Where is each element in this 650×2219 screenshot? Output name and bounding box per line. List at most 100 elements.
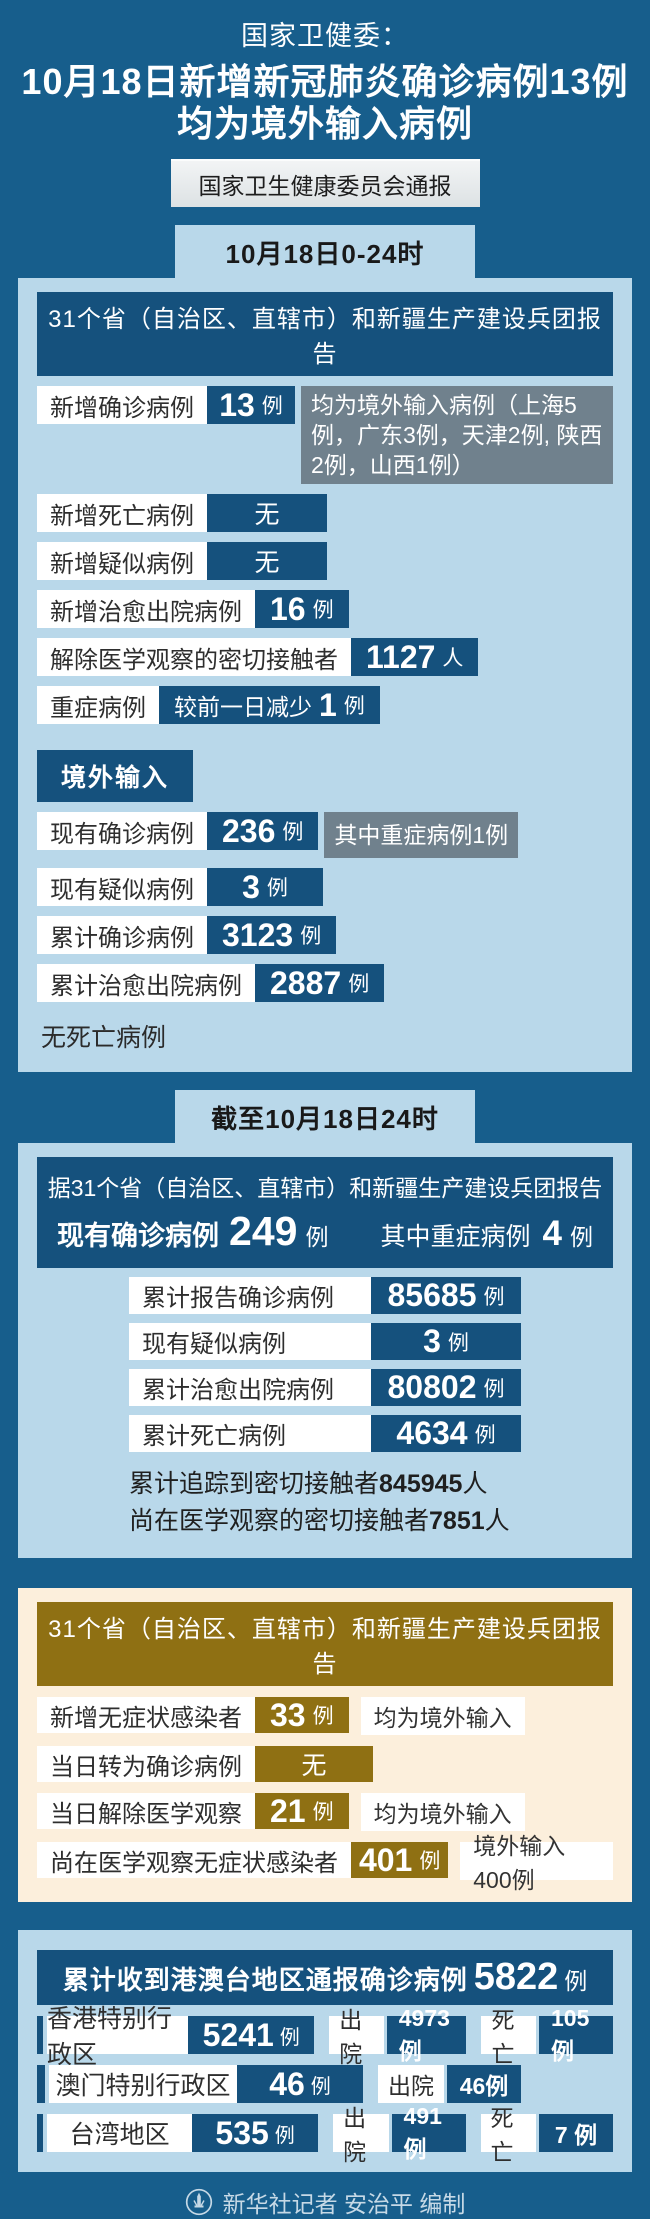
stat-note: 均为境外输入 xyxy=(360,1697,525,1735)
report-scope-bar-gold: 31个省（自治区、直辖市）和新疆生产建设兵团报告 xyxy=(37,1602,613,1686)
stat-value: 80802 例 xyxy=(371,1369,521,1406)
region-row-macao: 澳门特别行政区 46 例 出院 46例 xyxy=(37,2065,613,2103)
note-line: 累计追踪到密切接触者845945人 xyxy=(129,1470,488,1498)
stat-number: 13 xyxy=(219,386,255,423)
region-unit: 例 xyxy=(274,2124,295,2147)
stat-value: 无 xyxy=(207,494,327,532)
severe-cases-label: 其中重症病例 xyxy=(380,1223,531,1251)
stat-number: 80802 xyxy=(387,1369,477,1405)
stat-value: 401 例 xyxy=(351,1842,449,1878)
stat-unit: 例 xyxy=(483,1377,505,1401)
stat-row-new-asymptomatic: 新增无症状感染者 33 例 均为境外输入 xyxy=(37,1697,613,1735)
region-row-taiwan: 台湾地区 535 例 出院 491例 死亡 7 例 xyxy=(37,2103,613,2165)
stat-unit: 例 xyxy=(261,395,283,418)
region-unit: 例 xyxy=(279,2026,300,2049)
hmt-header-number: 5822 xyxy=(473,1956,559,1998)
stat-row-imported-suspected: 现有疑似病例 3 例 xyxy=(37,868,613,906)
region-label: 香港特别行政区 xyxy=(47,2005,189,2069)
stat-number: 21 xyxy=(270,1792,306,1829)
stat-number: 236 xyxy=(222,812,276,849)
active-cases-unit: 例 xyxy=(305,1224,329,1250)
discharged-value: 46例 xyxy=(447,2065,521,2103)
panel-cumulative-report: 据31个省（自治区、直辖市）和新疆生产建设兵团报告 现有确诊病例 249 例 其… xyxy=(18,1143,632,1558)
region-label: 澳门特别行政区 xyxy=(49,2065,237,2103)
stat-unit: 例 xyxy=(312,599,334,622)
stat-note: 其中重症病例1例 xyxy=(324,812,519,858)
stat-number: 无 xyxy=(254,501,280,529)
page-title: 10月18日新增新冠肺炎确诊病例13例 均为境外输入病例 xyxy=(0,61,650,145)
stat-row-total-recovered: 累计治愈出院病例 80802 例 xyxy=(37,1369,613,1406)
stat-row-new-deaths: 新增死亡病例 无 xyxy=(37,494,613,532)
discharged-label: 出院 xyxy=(333,2105,389,2165)
stat-label: 累计死亡病例 xyxy=(129,1415,371,1452)
stat-label: 累计报告确诊病例 xyxy=(129,1277,371,1314)
credit-text: 新华社记者 安治平 编制 xyxy=(222,2191,466,2217)
stat-value: 3123 例 xyxy=(207,916,337,954)
discharged-label: 出院 xyxy=(329,2007,384,2067)
deaths-label: 死亡 xyxy=(481,2007,536,2067)
contact-tracing-notes: 累计追踪到密切接触者845945人 尚在医学观察的密切接触者7851人 xyxy=(129,1466,613,1540)
stat-value: 21 例 xyxy=(255,1793,349,1829)
stat-value: 无 xyxy=(207,542,327,580)
panel-hk-macao-taiwan: 累计收到港澳台地区通报确诊病例 5822 例 香港特别行政区 5241 例 出院… xyxy=(18,1930,632,2172)
stat-unit: 例 xyxy=(447,1331,469,1355)
stat-label: 解除医学观察的密切接触者 xyxy=(37,638,351,676)
stat-value: 较前一日减少 1 例 xyxy=(159,686,380,724)
stat-label: 累计确诊病例 xyxy=(37,916,207,954)
stat-value: 85685 例 xyxy=(371,1277,521,1314)
header: 国家卫健委： 10月18日新增新冠肺炎确诊病例13例 均为境外输入病例 国家卫生… xyxy=(0,0,650,207)
stat-number: 1127 xyxy=(366,638,436,675)
panel-daily-report: 31个省（自治区、直辖市）和新疆生产建设兵团报告 新增确诊病例 13 例 均为境… xyxy=(18,278,632,1072)
stat-value: 无 xyxy=(255,1746,373,1782)
tab-cumulative-report: 截至10月18日24时 xyxy=(175,1090,475,1143)
stat-row-new-recovered: 新增治愈出院病例 16 例 xyxy=(37,590,613,628)
stat-value: 236 例 xyxy=(207,812,319,850)
xinhua-logo-icon xyxy=(185,2188,213,2216)
stat-number: 33 xyxy=(270,1696,306,1733)
stat-row-new-confirmed: 新增确诊病例 13 例 均为境外输入病例（上海5例，广东3例，天津2例, 陕西2… xyxy=(37,386,613,484)
deaths-label: 死亡 xyxy=(480,2105,536,2165)
no-deaths-footnote: 无死亡病例 xyxy=(41,1024,167,1052)
stat-note: 均为境外输入 xyxy=(360,1793,525,1831)
row-accent xyxy=(37,2114,44,2152)
stat-label: 新增疑似病例 xyxy=(37,542,207,580)
stat-number: 3 xyxy=(242,868,260,905)
discharged-value: 4973例 xyxy=(386,2005,467,2064)
region-value: 535 例 xyxy=(192,2114,319,2152)
row-accent xyxy=(37,2016,44,2054)
stat-unit: 例 xyxy=(474,1423,496,1447)
active-cases-number: 249 xyxy=(229,1208,298,1254)
deaths-value: 105例 xyxy=(539,2005,613,2064)
stat-note: 境外输入400例 xyxy=(460,1833,613,1893)
stat-value: 16 例 xyxy=(255,590,349,628)
stat-row-under-observation: 尚在医学观察无症状感染者 401 例 境外输入400例 xyxy=(37,1833,613,1893)
stat-value: 4634 例 xyxy=(371,1415,521,1452)
stat-label: 重症病例 xyxy=(37,686,159,724)
stat-number: 85685 xyxy=(387,1277,477,1313)
stat-label: 累计治愈出院病例 xyxy=(129,1369,371,1406)
stat-number: 16 xyxy=(270,590,306,627)
stat-number: 1 xyxy=(319,686,337,723)
stat-label: 新增确诊病例 xyxy=(37,386,207,424)
stat-label: 现有确诊病例 xyxy=(37,812,207,850)
stat-number: 3 xyxy=(423,1323,441,1359)
discharged-label: 出院 xyxy=(378,2065,444,2103)
hmt-header-text: 累计收到港澳台地区通报确诊病例 xyxy=(62,1965,468,1995)
stat-label: 当日转为确诊病例 xyxy=(37,1746,255,1782)
stat-value: 13 例 xyxy=(207,386,295,424)
stat-note: 均为境外输入病例（上海5例，广东3例，天津2例, 陕西2例，山西1例） xyxy=(301,386,613,484)
header-kicker: 国家卫健委： xyxy=(241,21,409,51)
stat-label: 新增死亡病例 xyxy=(37,494,207,532)
region-number: 535 xyxy=(215,2114,269,2151)
stat-row-converted-confirmed: 当日转为确诊病例 无 xyxy=(37,1746,613,1782)
hmt-header-bar: 累计收到港澳台地区通报确诊病例 5822 例 xyxy=(37,1950,613,2005)
region-unit: 例 xyxy=(310,2075,331,2098)
active-cases-label: 现有确诊病例 xyxy=(57,1221,220,1251)
stat-row-new-suspected: 新增疑似病例 无 xyxy=(37,542,613,580)
title-line1: 10月18日新增新冠肺炎确诊病例13例 xyxy=(21,61,629,102)
stat-row-total-confirmed: 累计报告确诊病例 85685 例 xyxy=(37,1277,613,1314)
stat-row-imported-recovered: 累计治愈出院病例 2887 例 xyxy=(37,964,613,1002)
stat-unit: 例 xyxy=(419,1850,441,1873)
region-row-hongkong: 香港特别行政区 5241 例 出院 4973例 死亡 105例 xyxy=(37,2005,613,2069)
stat-label: 新增无症状感染者 xyxy=(37,1697,255,1733)
